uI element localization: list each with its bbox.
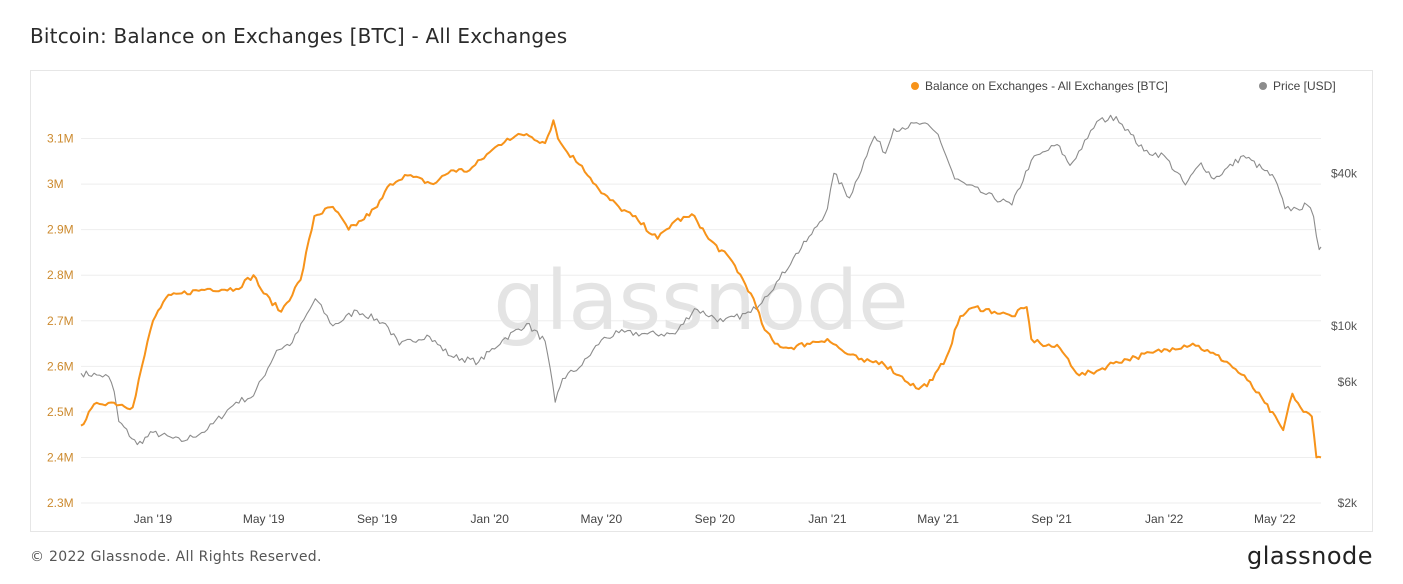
legend-entry: Balance on Exchanges - All Exchanges [BT… — [911, 79, 1168, 93]
watermark: glassnode — [493, 254, 908, 349]
chart-svg: glassnode 2.3M 2.4M 2.5M 2.6M 2.7M 2.8M 2.9M 3M… — [47, 79, 1358, 526]
x-tick-label: Jan '20 — [471, 512, 510, 526]
series-lines — [80, 114, 1322, 459]
x-axis: Jan '19 May '19 Sep '19 Jan '20 May '20 Sep '… — [134, 512, 1296, 526]
copyright-text: © 2022 Glassnode. All Rights Reserved. — [30, 549, 322, 565]
x-tick-label: Sep '21 — [1031, 512, 1072, 526]
legend-marker — [1259, 82, 1267, 90]
left-tick-label: 2.9M — [47, 223, 74, 237]
left-tick-label: 2.5M — [47, 405, 74, 419]
legend-marker — [911, 82, 919, 90]
right-tick-label: $10k — [1331, 319, 1358, 333]
left-axis: 2.3M 2.4M 2.5M 2.6M 2.7M 2.8M 2.9M 3M 3.1M — [47, 132, 74, 510]
page-title: Bitcoin: Balance on Exchanges [BTC] - Al… — [30, 24, 568, 48]
x-tick-label: May '19 — [243, 512, 285, 526]
gridlines — [81, 138, 1321, 504]
balance-line — [80, 119, 1322, 459]
right-tick-label: $6k — [1338, 375, 1358, 389]
legend-label: Balance on Exchanges - All Exchanges [BT… — [925, 79, 1168, 93]
left-tick-label: 3.1M — [47, 132, 74, 146]
x-tick-label: May '20 — [581, 512, 623, 526]
brand-logo[interactable]: glassnode — [1246, 542, 1373, 570]
right-axis: $2k $6k $10k $40k — [1331, 166, 1358, 510]
x-tick-label: Sep '19 — [357, 512, 398, 526]
x-tick-label: Jan '21 — [808, 512, 847, 526]
price-line — [80, 114, 1322, 446]
left-tick-label: 2.3M — [47, 496, 74, 510]
left-tick-label: 2.8M — [47, 268, 74, 282]
left-tick-label: 2.7M — [47, 314, 74, 328]
x-tick-label: May '21 — [917, 512, 959, 526]
x-tick-label: Jan '19 — [134, 512, 173, 526]
right-tick-label: $40k — [1331, 166, 1358, 180]
left-tick-label: 2.6M — [47, 359, 74, 373]
x-tick-label: Jan '22 — [1145, 512, 1184, 526]
chart-frame: glassnode 2.3M 2.4M 2.5M 2.6M 2.7M 2.8M 2.9M 3M… — [30, 70, 1373, 532]
legend-entry: Price [USD] — [1259, 79, 1336, 93]
x-tick-label: Sep '20 — [695, 512, 736, 526]
left-tick-label: 2.4M — [47, 450, 74, 464]
legend[interactable]: Balance on Exchanges - All Exchanges [BT… — [911, 79, 1336, 93]
left-tick-label: 3M — [47, 177, 64, 191]
right-tick-label: $2k — [1338, 496, 1358, 510]
x-tick-label: May '22 — [1254, 512, 1296, 526]
legend-label: Price [USD] — [1273, 79, 1336, 93]
